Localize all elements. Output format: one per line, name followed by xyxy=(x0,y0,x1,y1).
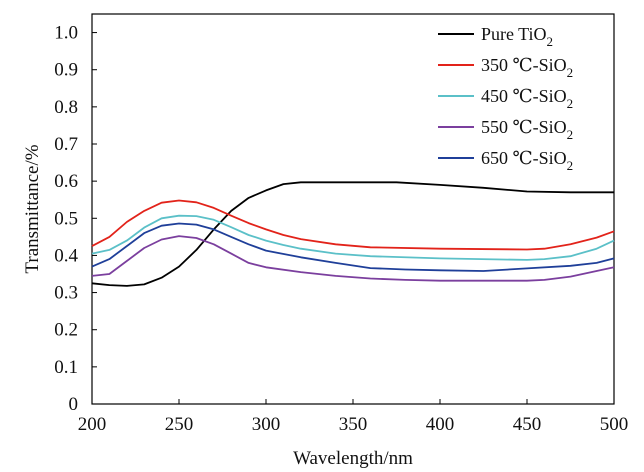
y-tick-label: 0.9 xyxy=(54,60,78,81)
y-tick-label: 0.4 xyxy=(54,245,78,266)
y-tick-label: 0.3 xyxy=(54,283,78,304)
y-tick-label: 0.5 xyxy=(54,208,78,229)
y-tick-label: 0.7 xyxy=(54,134,78,155)
y-tick-label: 0.8 xyxy=(54,97,78,118)
x-tick-label: 500 xyxy=(600,414,629,435)
y-tick-label: 1.0 xyxy=(54,23,78,44)
y-axis-title: Transmittance/% xyxy=(22,144,43,273)
y-axis-ticks: 0 0.1 0.2 0.3 0.4 0.5 0.6 0.7 0.8 0.9 1.0 xyxy=(54,23,97,415)
legend: Pure TiO2 350 ℃-SiO2 450 ℃-SiO2 550 ℃-SiO2 6… xyxy=(438,24,573,173)
x-axis-title: Wavelength/nm xyxy=(293,448,413,469)
y-tick-label: 0.2 xyxy=(54,320,78,341)
series-line-1 xyxy=(91,199,615,251)
legend-label-1: 350 ℃-SiO2 xyxy=(481,55,573,80)
legend-label-3: 550 ℃-SiO2 xyxy=(481,117,573,142)
legend-label-0: Pure TiO2 xyxy=(481,24,553,49)
x-axis-ticks: 200 250 300 350 400 450 500 xyxy=(78,399,629,435)
y-tick-label: 0.6 xyxy=(54,171,78,192)
x-tick-label: 400 xyxy=(426,414,455,435)
series-line-2 xyxy=(91,214,615,261)
y-tick-label: 0 xyxy=(69,394,79,415)
x-tick-label: 350 xyxy=(339,414,368,435)
x-tick-label: 200 xyxy=(78,414,107,435)
series-layer xyxy=(91,181,615,287)
x-tick-label: 250 xyxy=(165,414,194,435)
series-line-4 xyxy=(91,222,615,272)
series-line-0 xyxy=(91,181,614,287)
legend-label-4: 650 ℃-SiO2 xyxy=(481,148,573,173)
legend-label-2: 450 ℃-SiO2 xyxy=(481,86,573,111)
y-tick-label: 0.1 xyxy=(54,357,78,378)
x-tick-label: 300 xyxy=(252,414,281,435)
series-line-3 xyxy=(91,235,615,282)
x-tick-label: 450 xyxy=(513,414,542,435)
